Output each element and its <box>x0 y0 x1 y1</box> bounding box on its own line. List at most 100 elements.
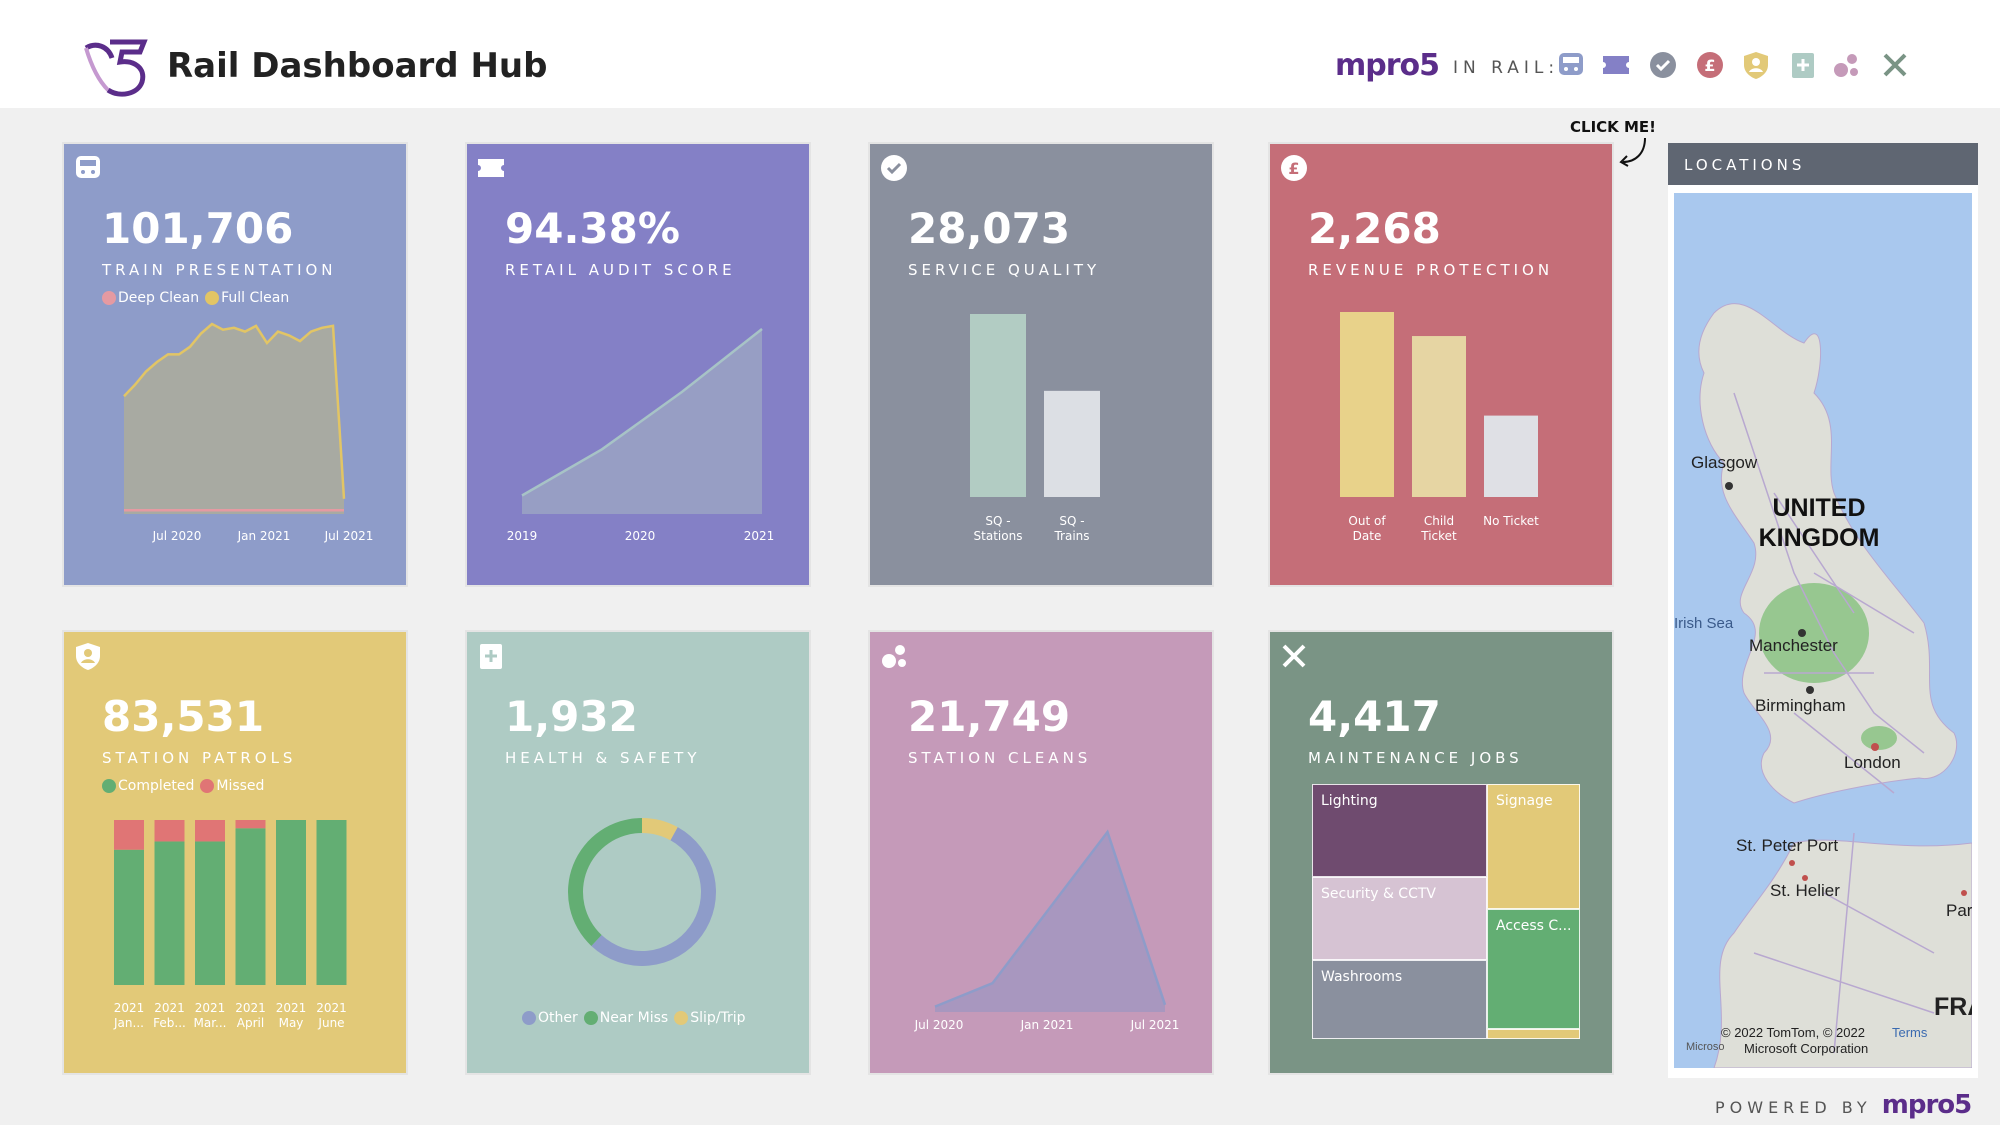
map-label-irish-sea: Irish Sea <box>1674 615 1734 632</box>
kpi-value: 4,417 <box>1308 692 1441 741</box>
bar-segment <box>195 820 225 842</box>
x-tick-label: Jan 2021 <box>237 529 291 543</box>
mpro5-logo <box>84 39 148 97</box>
category-label: SQ - <box>1059 514 1084 528</box>
category-label: April <box>237 1016 264 1030</box>
kpi-value: 1,932 <box>505 692 638 741</box>
kpi-label: HEALTH & SAFETY <box>505 749 701 767</box>
x-tick-label: Jul 2021 <box>1130 1018 1180 1032</box>
donut-slice <box>568 818 642 946</box>
bubbles-icon[interactable] <box>1831 50 1861 80</box>
legend-dot <box>522 1011 536 1025</box>
health-safety-card[interactable]: 1,932 HEALTH & SAFETY Other Near Miss Sl… <box>465 630 811 1075</box>
donut-slice <box>642 818 678 841</box>
train-presentation-card[interactable]: 101,706 TRAIN PRESENTATION Deep Clean Fu… <box>62 142 408 587</box>
station-patrols-card[interactable]: 83,531 STATION PATROLS Completed Missed … <box>62 630 408 1075</box>
kpi-label: RETAIL AUDIT SCORE <box>505 261 736 279</box>
treemap-cell[interactable]: Lighting <box>1312 784 1487 877</box>
curved-arrow-icon <box>1619 137 1646 167</box>
category-label: Child <box>1424 514 1454 528</box>
map-label-france: FRA <box>1934 993 1972 1021</box>
first-aid-icon[interactable] <box>1788 50 1818 80</box>
bar-segment <box>195 841 225 985</box>
header-bar: Rail Dashboard Hub mpro5 IN RAIL: £ <box>0 0 2000 108</box>
in-rail-label: IN RAIL: <box>1453 58 1560 78</box>
ticket-icon[interactable] <box>1601 50 1631 80</box>
legend-dot <box>674 1011 689 1025</box>
first-aid-icon <box>480 644 502 669</box>
kpi-label: REVENUE PROTECTION <box>1308 261 1554 279</box>
brand-logo: mpro5 <box>1335 48 1440 83</box>
pound-icon[interactable]: £ <box>1695 50 1725 80</box>
health-donut-chart <box>568 818 716 966</box>
map-attribution-2: Microsoft Corporation <box>1744 1041 1869 1056</box>
kpi-value: 94.38% <box>505 204 680 253</box>
category-label: Date <box>1353 529 1382 543</box>
bar-segment <box>114 849 144 985</box>
powered-brand-logo: mpro5 <box>1881 1090 1972 1120</box>
retail-audit-card[interactable]: 94.38% RETAIL AUDIT SCORE 2019 2020 2021 <box>465 142 811 587</box>
category-label: 2021 <box>316 1001 347 1015</box>
chart-legend: Completed Missed <box>102 778 264 794</box>
check-icon[interactable] <box>1648 50 1678 80</box>
treemap-cell[interactable]: Access C... <box>1487 909 1580 1029</box>
chart-legend: Other Near Miss Slip/Trip <box>522 1010 746 1026</box>
station-cleans-card[interactable]: 21,749 STATION CLEANS Jul 2020 Jan 2021 … <box>868 630 1214 1075</box>
shield-user-icon[interactable] <box>1741 50 1771 80</box>
kpi-value: 101,706 <box>102 204 294 253</box>
category-label: Ticket <box>1420 529 1457 543</box>
tools-icon <box>1282 644 1306 668</box>
map-label-glasgow: Glasgow <box>1691 453 1758 472</box>
category-label: June <box>317 1016 344 1030</box>
treemap-cell[interactable] <box>1487 1029 1580 1039</box>
legend-dot <box>102 779 116 793</box>
category-label: Trains <box>1053 529 1089 543</box>
map-label-st-peter-port: St. Peter Port <box>1736 836 1839 855</box>
treemap-cell[interactable]: Security & CCTV <box>1312 877 1487 960</box>
legend-dot <box>583 1011 598 1025</box>
kpi-value: 28,073 <box>908 204 1071 253</box>
bar-segment <box>114 820 144 850</box>
bubbles-icon <box>882 645 906 668</box>
legend-dot <box>200 779 215 793</box>
kpi-value: 83,531 <box>102 692 265 741</box>
category-label: Out of <box>1348 514 1386 528</box>
category-label: Jan... <box>113 1016 144 1030</box>
kpi-value: 21,749 <box>908 692 1071 741</box>
map-landmass <box>1698 303 1972 1068</box>
legend-item: Other <box>522 1010 578 1026</box>
service-quality-card[interactable]: 28,073 SERVICE QUALITY SQ - Stations SQ -T… <box>868 142 1214 587</box>
legend-item: Missed <box>200 778 264 794</box>
locations-map[interactable]: Glasgow Manchester Birmingham London St.… <box>1674 193 1972 1068</box>
x-tick-label: Jul 2020 <box>152 529 202 543</box>
revenue-protection-card[interactable]: £ 2,268 REVENUE PROTECTION Out of Date Chi… <box>1268 142 1614 587</box>
map-terms-link[interactable]: Terms <box>1892 1025 1928 1040</box>
x-tick-label: 2019 <box>506 529 538 543</box>
x-tick-label: Jul 2021 <box>324 529 374 543</box>
bar <box>1044 390 1100 497</box>
legend-item: Slip/Trip <box>674 1010 746 1026</box>
kpi-label: MAINTENANCE JOBS <box>1308 749 1523 767</box>
tools-icon[interactable] <box>1880 50 1910 80</box>
treemap-cell[interactable]: Washrooms <box>1312 960 1487 1039</box>
category-label: 2021 <box>276 1001 307 1015</box>
kpi-label: STATION CLEANS <box>908 749 1092 767</box>
treemap-cell[interactable]: Signage <box>1487 784 1580 909</box>
category-label: Feb... <box>153 1016 186 1030</box>
bar-segment <box>154 841 185 985</box>
category-label: May <box>279 1016 304 1030</box>
cleans-area-chart <box>934 829 1167 1012</box>
x-tick-label: Jan 2021 <box>1020 1018 1074 1032</box>
svg-text:£: £ <box>1704 56 1715 75</box>
kpi-label: SERVICE QUALITY <box>908 261 1101 279</box>
legend-item: Near Miss <box>583 1010 668 1026</box>
x-tick-label: 2021 <box>743 529 775 543</box>
kpi-value: 2,268 <box>1308 204 1441 253</box>
maintenance-jobs-card[interactable]: 4,417 MAINTENANCE JOBS Lighting Security… <box>1268 630 1614 1075</box>
category-label: 2021 <box>235 1001 266 1015</box>
bar <box>970 314 1026 497</box>
map-ms-label: Microso <box>1686 1041 1725 1053</box>
series-line <box>521 328 763 497</box>
train-icon[interactable] <box>1556 50 1586 80</box>
